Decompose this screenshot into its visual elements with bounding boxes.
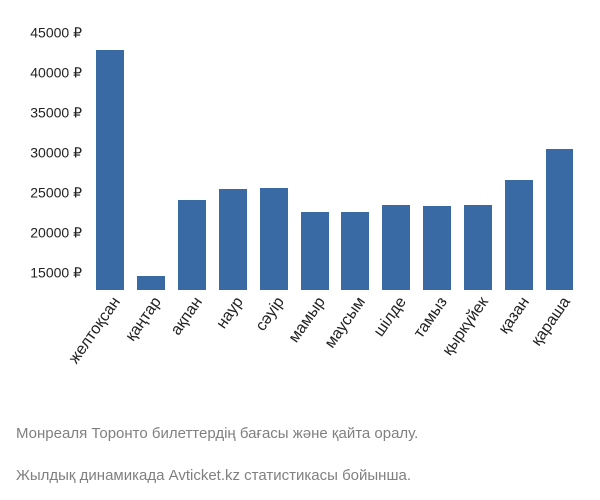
price-chart: 15000 ₽ 20000 ₽ 25000 ₽ 30000 ₽ 35000 ₽ 40000…: [0, 0, 600, 500]
bar-slot: [176, 10, 209, 290]
bar: [96, 50, 124, 290]
plot-area: [90, 10, 580, 290]
bar-slot: [94, 10, 127, 290]
y-tick: 20000 ₽: [30, 225, 82, 242]
x-label: қаңтар: [123, 294, 166, 345]
bar: [341, 212, 369, 290]
bar-slot: [461, 10, 494, 290]
bar: [260, 188, 288, 290]
bar: [178, 200, 206, 290]
bar-slot: [421, 10, 454, 290]
bar: [301, 212, 329, 290]
bar-slot: [380, 10, 413, 290]
bar: [546, 149, 574, 290]
bar-slot: [502, 10, 535, 290]
x-label: сәуір: [252, 294, 288, 335]
x-label: қазан: [495, 294, 533, 338]
chart-caption: Монреаля Торонто билеттердің бағасы және…: [16, 402, 600, 486]
bar: [464, 205, 492, 290]
y-tick: 45000 ₽: [30, 25, 82, 42]
bar-slot: [135, 10, 168, 290]
bar-slot: [339, 10, 372, 290]
bar-slot: [257, 10, 290, 290]
x-label: желтоқсан: [66, 294, 125, 368]
bar: [382, 205, 410, 290]
caption-line-2: Жылдық динамикада Avticket.kz статистика…: [16, 467, 411, 484]
y-tick: 40000 ₽: [30, 65, 82, 82]
bar: [219, 189, 247, 290]
bar: [137, 276, 165, 290]
bar: [505, 180, 533, 290]
bar-slot: [543, 10, 576, 290]
y-tick: 30000 ₽: [30, 145, 82, 162]
caption-line-1: Монреаля Торонто билеттердің бағасы және…: [16, 425, 418, 442]
y-axis: 15000 ₽ 20000 ₽ 25000 ₽ 30000 ₽ 35000 ₽ 40000…: [0, 10, 90, 290]
bars-container: [90, 10, 580, 290]
bar-slot: [216, 10, 249, 290]
y-tick: 50000 ₽: [30, 0, 82, 2]
bar-slot: [298, 10, 331, 290]
x-label: тамыз: [411, 294, 452, 342]
x-label: шілде: [371, 294, 411, 340]
x-label: ақпан: [168, 294, 207, 339]
y-tick: 25000 ₽: [30, 185, 82, 202]
x-label: наур: [213, 294, 247, 332]
bar: [423, 206, 451, 290]
y-tick: 15000 ₽: [30, 265, 82, 282]
y-tick: 35000 ₽: [30, 105, 82, 122]
